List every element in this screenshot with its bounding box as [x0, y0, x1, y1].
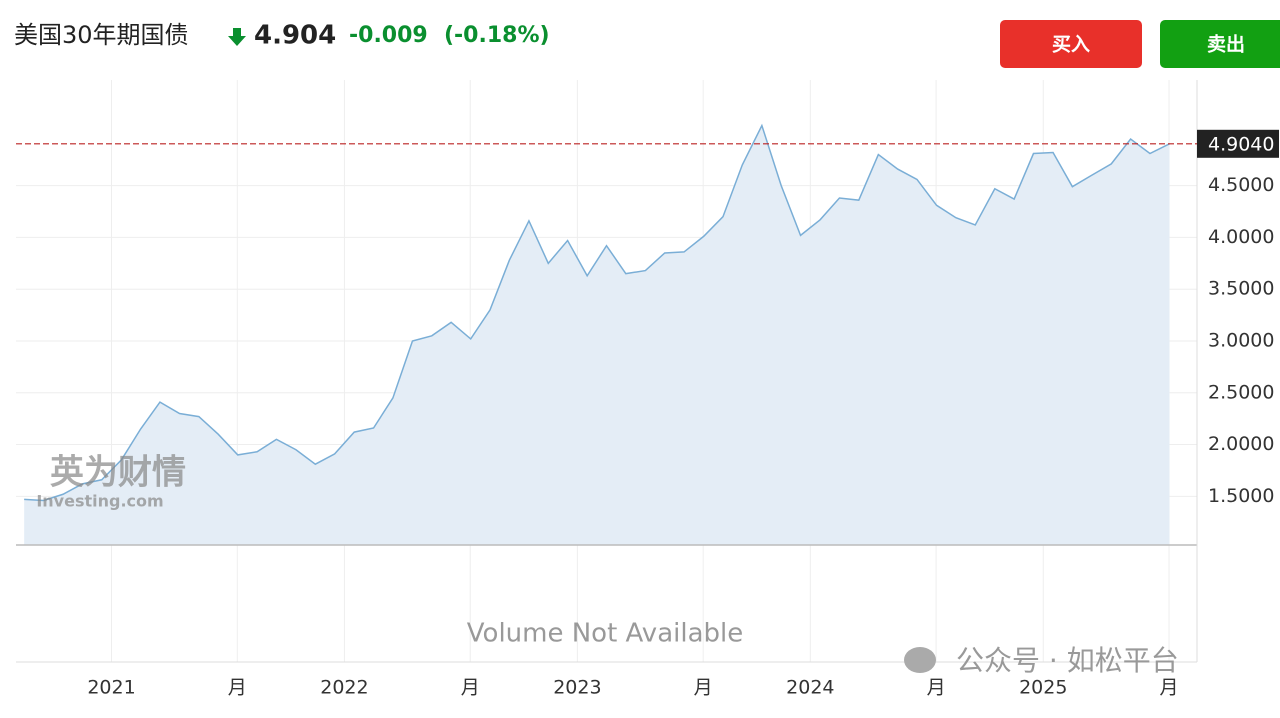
down-arrow: [228, 28, 246, 46]
x-tick-label: 月: [1160, 677, 1179, 699]
plot: 2021 月 2022 月 2023 月 2024 月 2025 月 1.5000 2.0000 2.5…: [16, 80, 1279, 699]
last-price-box: [1197, 129, 1279, 158]
x-tick-label: 2023: [553, 677, 601, 699]
y-tick-label: 4.0000: [1208, 226, 1274, 248]
footer-watermark: 公众号 · 如松平台: [956, 644, 1179, 677]
x-tick-label: 月: [927, 677, 946, 699]
x-tick-label: 月: [228, 677, 247, 699]
x-tick-label: 2022: [320, 677, 368, 699]
sell-label[interactable]: 卖出: [1207, 33, 1245, 56]
instrument-title: 美国30年期国债: [14, 21, 189, 49]
x-tick-label: 2025: [1019, 677, 1067, 699]
y-tick-label: 2.5000: [1208, 381, 1274, 403]
change-pct: (-0.18%): [444, 23, 550, 48]
buy-label[interactable]: 买入: [1052, 34, 1090, 56]
last-price-label: 4.9040: [1208, 133, 1274, 155]
price: 4.904: [254, 21, 336, 51]
y-tick-label: 1.5000: [1208, 485, 1274, 507]
x-tick-label: 2021: [87, 677, 135, 699]
x-tick-label: 月: [461, 677, 480, 699]
y-tick-label: 4.5000: [1208, 174, 1274, 196]
change: -0.009: [349, 23, 428, 48]
watermark-en: Investing.com: [36, 492, 163, 511]
line: [24, 123, 1170, 502]
buy-button[interactable]: [1000, 20, 1142, 68]
watermark-cn: 英为财情: [50, 453, 186, 493]
y-tick-label: 2.0000: [1208, 433, 1274, 455]
x-tick-label: 月: [694, 677, 713, 699]
volume-note: Volume Not Available: [467, 619, 743, 649]
area: [24, 125, 1170, 545]
y-tick-label: 3.0000: [1208, 329, 1274, 351]
sell-button[interactable]: [1160, 20, 1280, 68]
x-tick-label: 2024: [786, 677, 834, 699]
wechat-icon: [904, 647, 936, 673]
y-tick-label: 3.5000: [1208, 278, 1274, 300]
